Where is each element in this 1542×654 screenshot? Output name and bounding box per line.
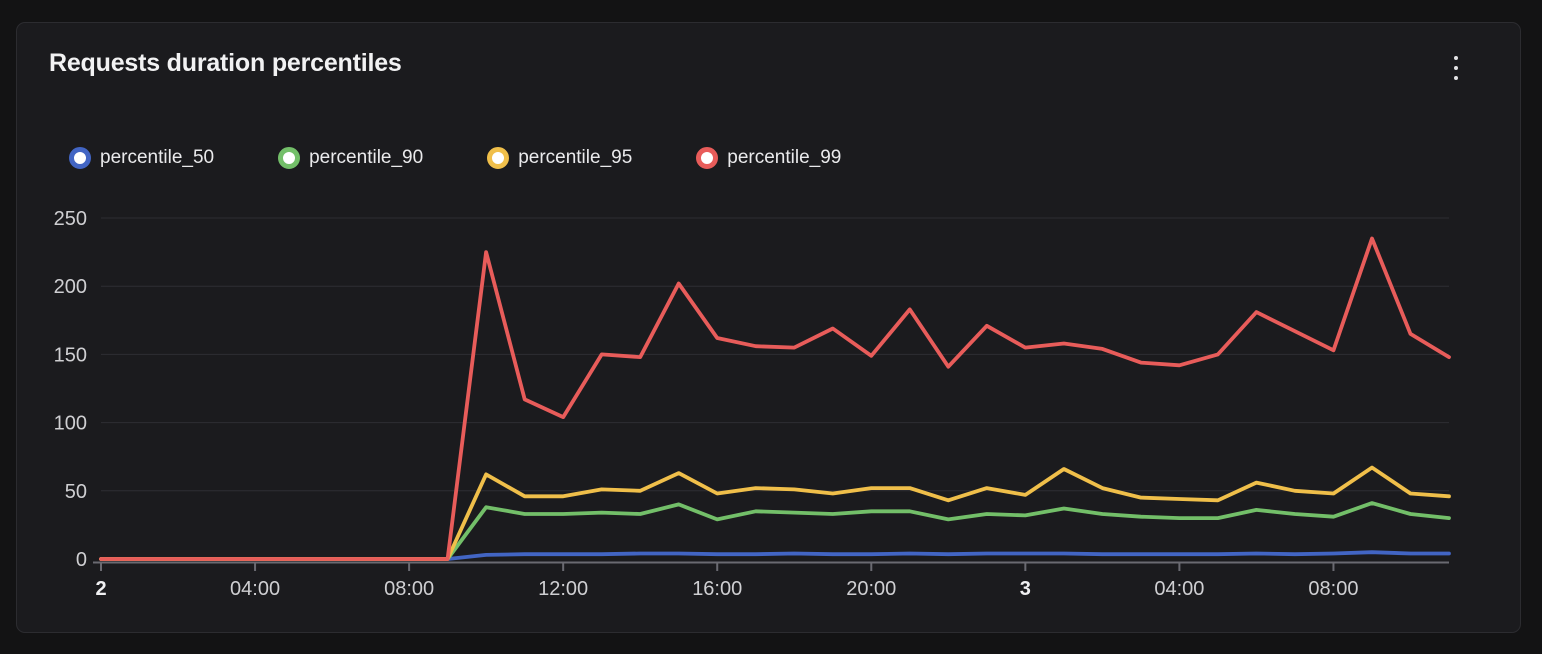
x-axis-label: 16:00 xyxy=(692,578,742,600)
x-axis-day-label: 3 xyxy=(1020,578,1031,600)
legend-label: percentile_99 xyxy=(727,147,842,168)
chart-panel: Requests duration percentiles percentile… xyxy=(16,22,1521,633)
panel-menu-button[interactable] xyxy=(1445,53,1467,83)
legend-item-percentile_50[interactable]: percentile_50 xyxy=(69,147,214,169)
y-axis-label: 250 xyxy=(54,208,87,230)
legend: percentile_50 percentile_90 percentile_95 p… xyxy=(69,147,841,169)
series-color-marker-icon xyxy=(487,147,510,169)
kebab-vertical-icon xyxy=(1454,66,1458,70)
series-color-marker-icon xyxy=(69,147,91,169)
x-axis-label: 12:00 xyxy=(538,578,588,600)
duration-chart[interactable]: 0 50 100 150 200 250 2 04:00 08:00 12:00 16:00 20:0… xyxy=(17,196,1520,632)
x-axis-label: 20:00 xyxy=(846,578,896,600)
y-axis-label: 50 xyxy=(65,481,87,503)
legend-item-percentile_95[interactable]: percentile_95 xyxy=(487,147,632,169)
legend-item-percentile_90[interactable]: percentile_90 xyxy=(278,147,423,169)
x-axis-day-label: 2 xyxy=(95,578,106,600)
kebab-vertical-icon xyxy=(1454,76,1458,80)
legend-label: percentile_90 xyxy=(309,147,424,168)
legend-item-percentile_99[interactable]: percentile_99 xyxy=(696,147,841,169)
x-axis-label: 04:00 xyxy=(230,578,280,600)
series-color-marker-icon xyxy=(278,147,301,169)
legend-label: percentile_95 xyxy=(518,147,633,168)
x-axis-label: 08:00 xyxy=(384,578,434,600)
y-axis-label: 200 xyxy=(54,276,87,298)
kebab-vertical-icon xyxy=(1454,56,1458,60)
panel-title: Requests duration percentiles xyxy=(49,49,402,77)
legend-label: percentile_50 xyxy=(100,147,215,168)
y-axis-label: 100 xyxy=(54,413,87,435)
y-axis-label: 150 xyxy=(54,344,87,366)
y-axis-label: 0 xyxy=(76,549,87,571)
series-color-marker-icon xyxy=(696,147,719,169)
series-line-percentile_90 xyxy=(99,501,1451,561)
x-axis-label: 04:00 xyxy=(1154,578,1204,600)
x-axis-label: 08:00 xyxy=(1308,578,1358,600)
series-line-percentile_99 xyxy=(99,236,1451,561)
chart-area[interactable]: 0 50 100 150 200 250 2 04:00 08:00 12:00 16:00 20:0… xyxy=(17,196,1520,632)
